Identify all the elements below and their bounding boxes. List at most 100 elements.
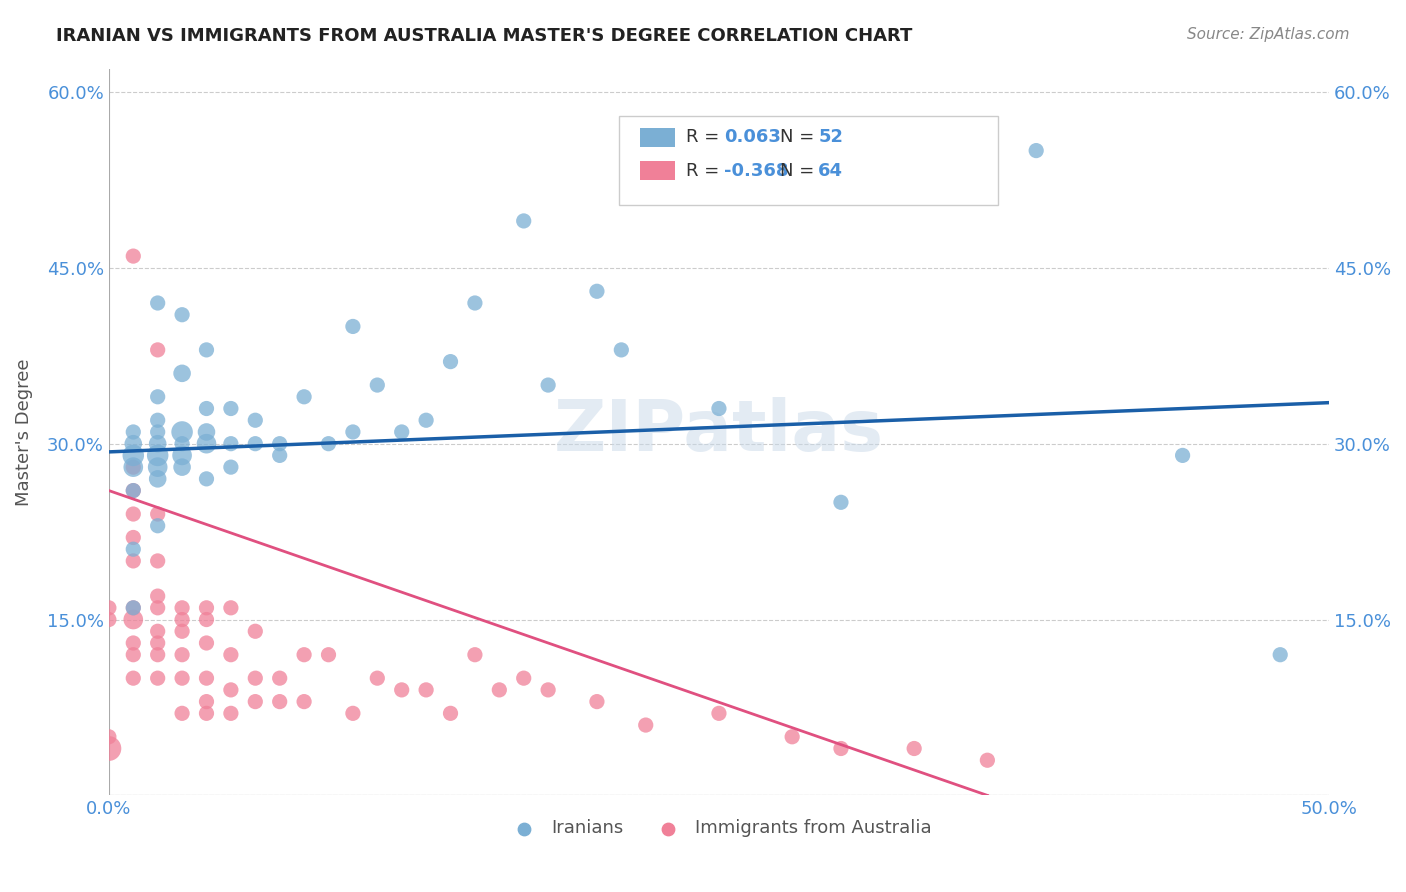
Point [342, 319, 364, 334]
Y-axis label: Master's Degree: Master's Degree [15, 359, 32, 506]
Text: R =: R = [686, 162, 725, 180]
Text: 0.063: 0.063 [724, 128, 780, 146]
Point [195, 695, 218, 709]
Point [195, 343, 218, 357]
Point [219, 401, 242, 416]
Point [195, 613, 218, 627]
Point [292, 390, 315, 404]
Point [195, 706, 218, 721]
Point [146, 425, 169, 439]
Point [1025, 144, 1047, 158]
Point [97, 613, 120, 627]
Point [439, 706, 461, 721]
Point [122, 554, 145, 568]
Point [318, 436, 340, 450]
Point [707, 706, 730, 721]
Point [245, 413, 267, 427]
Point [172, 367, 194, 381]
Point [415, 682, 437, 697]
Point [195, 636, 218, 650]
Point [464, 648, 486, 662]
Point [537, 378, 560, 392]
Point [195, 472, 218, 486]
Point [439, 354, 461, 368]
Point [122, 483, 145, 498]
Point [269, 695, 291, 709]
Point [172, 706, 194, 721]
Point [219, 600, 242, 615]
Point [146, 648, 169, 662]
Point [537, 682, 560, 697]
Point [245, 624, 267, 639]
Point [146, 600, 169, 615]
Point [903, 741, 925, 756]
Point [195, 401, 218, 416]
Point [146, 636, 169, 650]
Point [97, 730, 120, 744]
Point [195, 671, 218, 685]
Point [122, 483, 145, 498]
Point [146, 460, 169, 475]
Point [318, 648, 340, 662]
Point [122, 449, 145, 463]
Text: N =: N = [780, 128, 820, 146]
Point [830, 495, 852, 509]
Point [122, 436, 145, 450]
Point [122, 600, 145, 615]
Point [366, 671, 388, 685]
Point [195, 436, 218, 450]
Point [146, 413, 169, 427]
Point [512, 671, 534, 685]
Point [488, 682, 510, 697]
Point [146, 472, 169, 486]
Point [122, 249, 145, 263]
Point [610, 343, 633, 357]
Text: Source: ZipAtlas.com: Source: ZipAtlas.com [1187, 27, 1350, 42]
Point [172, 425, 194, 439]
Point [172, 460, 194, 475]
Text: ZIPatlas: ZIPatlas [554, 398, 884, 467]
Point [292, 648, 315, 662]
Point [172, 449, 194, 463]
Text: 64: 64 [818, 162, 844, 180]
Point [586, 285, 609, 299]
Point [415, 413, 437, 427]
Point [245, 436, 267, 450]
Point [172, 671, 194, 685]
Point [269, 449, 291, 463]
Point [172, 613, 194, 627]
Point [1171, 449, 1194, 463]
Point [219, 648, 242, 662]
Text: IRANIAN VS IMMIGRANTS FROM AUSTRALIA MASTER'S DEGREE CORRELATION CHART: IRANIAN VS IMMIGRANTS FROM AUSTRALIA MAS… [56, 27, 912, 45]
Point [512, 214, 534, 228]
Point [464, 296, 486, 310]
Point [391, 425, 413, 439]
Point [146, 671, 169, 685]
Point [146, 589, 169, 603]
Point [342, 425, 364, 439]
Point [1270, 648, 1292, 662]
Point [269, 436, 291, 450]
Point [122, 613, 145, 627]
Point [172, 308, 194, 322]
Point [391, 682, 413, 697]
Point [122, 648, 145, 662]
Point [219, 436, 242, 450]
Point [146, 554, 169, 568]
Point [245, 671, 267, 685]
Point [172, 600, 194, 615]
Point [780, 730, 803, 744]
Point [97, 600, 120, 615]
Point [245, 695, 267, 709]
Point [122, 671, 145, 685]
Point [146, 343, 169, 357]
Point [219, 460, 242, 475]
Point [830, 741, 852, 756]
Point [97, 741, 120, 756]
Point [219, 706, 242, 721]
Point [269, 671, 291, 685]
Legend: Iranians, Immigrants from Australia: Iranians, Immigrants from Australia [499, 812, 939, 845]
Point [976, 753, 998, 767]
Point [122, 425, 145, 439]
Point [146, 624, 169, 639]
